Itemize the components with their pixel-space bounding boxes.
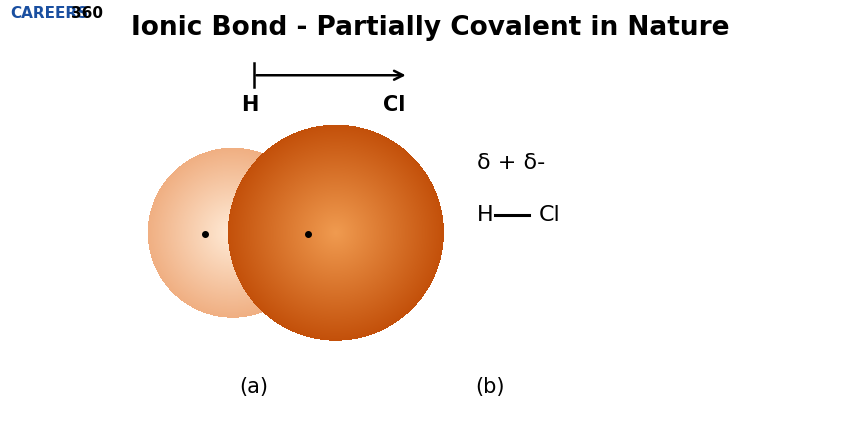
Text: Ionic Bond - Partially Covalent in Nature: Ionic Bond - Partially Covalent in Natur… bbox=[131, 15, 729, 41]
Text: δ + δ-: δ + δ- bbox=[477, 154, 545, 173]
Text: (a): (a) bbox=[239, 377, 268, 397]
Text: CAREERS: CAREERS bbox=[10, 6, 89, 22]
Text: H: H bbox=[477, 205, 494, 225]
Text: 360: 360 bbox=[71, 6, 103, 22]
Text: Cl: Cl bbox=[539, 205, 561, 225]
Text: Cl: Cl bbox=[383, 95, 405, 115]
Text: (b): (b) bbox=[476, 377, 505, 397]
Text: H: H bbox=[241, 95, 258, 115]
